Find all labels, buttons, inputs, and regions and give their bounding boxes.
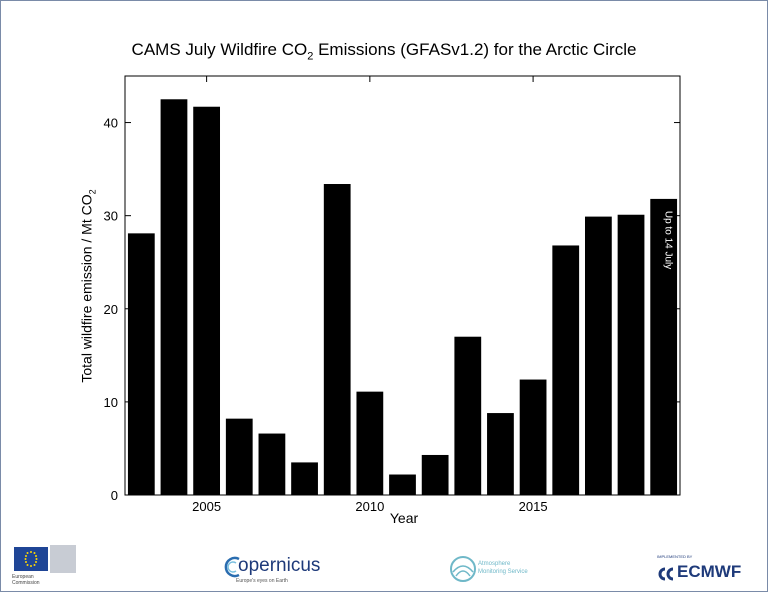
bar-2012 [421,454,449,495]
x-tick-label: 2005 [192,499,221,514]
bar-2017 [584,216,612,495]
y-tick-label: 30 [104,209,118,224]
y-tick-label: 40 [104,116,118,131]
bar-2006 [225,418,253,495]
chart-title: CAMS July Wildfire CO2 Emissions (GFASv1… [131,40,637,63]
bar-2013 [454,336,482,495]
berlaymont-icon [50,545,76,573]
cams-globe-icon [450,556,476,582]
bar-2019 [650,198,678,495]
plot-area-border [124,75,681,496]
copernicus-wordmark: opernicus [238,555,321,576]
y-axis-label: Total wildfire emission / Mt CO2 [78,189,98,383]
bar-2007 [258,433,286,495]
bar-2011 [389,474,416,495]
x-tick-label: 2015 [519,499,548,514]
bar-2005 [193,106,221,495]
bar-2009 [323,184,351,495]
x-tick-label: 2010 [355,499,384,514]
cams-text: Atmosphere Monitoring Service [478,561,528,575]
bar-annotation: Up to 14 July [663,211,674,269]
copernicus-tagline: Europe's eyes on Earth [236,578,288,584]
y-tick-label: 20 [104,302,118,317]
bar-2008 [291,462,318,495]
european-commission-logo: European Commission [12,545,78,591]
ecmwf-logo: IMPLEMENTED BY ECMWF [655,554,755,588]
y-tick-label: 10 [104,395,118,410]
copernicus-c-icon [224,556,240,578]
eu-flag-icon [14,547,48,571]
cams-logo: Atmosphere Monitoring Service [448,552,558,586]
bar-2010 [356,391,384,495]
eu-logo-text: European Commission [12,574,40,586]
logo-footer: European Commission opernicus Europe's e… [0,540,768,592]
bar-2016 [552,245,580,495]
bar-2015 [519,379,547,495]
bar-2018 [617,214,645,496]
bar-2014 [487,413,514,495]
ecmwf-swirl-icon [658,567,674,581]
bar-2004 [160,99,188,496]
ecmwf-wordmark: ECMWF [677,562,742,581]
x-axis-label: Year [389,510,419,526]
ecmwf-tagline: IMPLEMENTED BY [657,554,693,559]
bar-2003 [127,233,155,495]
y-tick-label: 0 [111,488,118,503]
